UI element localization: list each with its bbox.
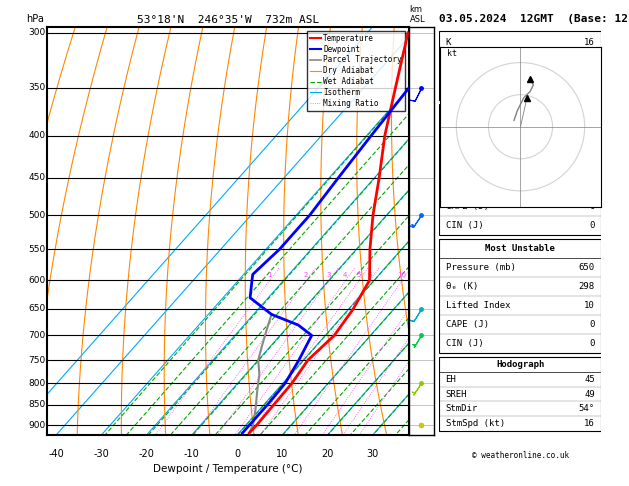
Text: EH: EH [445,375,456,384]
Bar [439,357,601,431]
Text: 800: 800 [28,379,45,388]
Text: © weatheronline.co.uk: © weatheronline.co.uk [472,451,569,460]
Text: 600: 600 [28,276,45,285]
Text: StmSpd (kt): StmSpd (kt) [445,419,504,428]
Text: Temp (°C): Temp (°C) [445,128,494,137]
Text: 298: 298 [579,282,595,291]
Text: Totals Totals: Totals Totals [445,61,515,70]
Text: -10: -10 [184,449,200,459]
Text: 16: 16 [584,419,595,428]
Text: 54°: 54° [579,404,595,413]
Text: Pressure (mb): Pressure (mb) [445,263,515,272]
Bar [439,31,601,100]
Text: -4: -4 [411,293,420,302]
Text: 6: 6 [367,272,372,278]
Text: 450: 450 [28,173,45,182]
Text: Lifted Index: Lifted Index [445,184,510,193]
Text: PW (cm): PW (cm) [445,84,483,93]
Text: 5: 5 [357,272,361,278]
Text: -1: -1 [411,429,420,437]
Text: Surface: Surface [501,109,539,118]
Text: 0.8: 0.8 [579,146,595,156]
Text: Dewp (°C): Dewp (°C) [445,146,494,156]
Text: -5: -5 [411,238,420,247]
Text: Mixing Ratio (g/kg): Mixing Ratio (g/kg) [445,188,454,274]
Text: 49: 49 [584,390,595,399]
Text: -40: -40 [48,449,64,459]
Text: Hodograph: Hodograph [496,360,544,369]
Text: 0: 0 [589,339,595,348]
Text: Most Unstable: Most Unstable [485,244,555,253]
Text: 350: 350 [28,83,45,92]
Text: 16: 16 [584,38,595,47]
Text: -3: -3 [411,348,420,357]
Text: 2: 2 [304,272,308,278]
Text: 400: 400 [28,131,45,140]
Text: 900: 900 [28,421,45,430]
Text: 850: 850 [28,400,45,409]
Text: -7: -7 [411,129,420,138]
Legend: Temperature, Dewpoint, Parcel Trajectory, Dry Adiabat, Wet Adiabat, Isotherm, Mi: Temperature, Dewpoint, Parcel Trajectory… [306,31,405,111]
Text: 0: 0 [234,449,240,459]
Text: 10: 10 [398,272,406,278]
Text: CIN (J): CIN (J) [445,339,483,348]
Text: 03.05.2024  12GMT  (Base: 12): 03.05.2024 12GMT (Base: 12) [439,14,629,24]
Text: 45: 45 [584,375,595,384]
Text: 10: 10 [276,449,288,459]
Text: -20: -20 [139,449,155,459]
Title: 53°18'N  246°35'W  732m ASL: 53°18'N 246°35'W 732m ASL [137,15,319,25]
Text: 650: 650 [28,304,45,313]
Text: 3: 3 [326,272,331,278]
Text: CAPE (J): CAPE (J) [445,320,489,329]
Text: 4: 4 [343,272,348,278]
Text: 300: 300 [28,28,45,37]
Text: 0.73: 0.73 [573,84,595,93]
Text: 0: 0 [589,203,595,211]
Bar [439,239,601,353]
Text: km
ASL: km ASL [409,5,425,24]
Text: -8: -8 [411,28,420,37]
Text: 550: 550 [28,245,45,254]
Text: 650: 650 [579,263,595,272]
Text: 10: 10 [584,184,595,193]
Text: 10: 10 [584,301,595,310]
Text: 0: 0 [589,320,595,329]
Text: StmDir: StmDir [445,404,478,413]
Text: hPa: hPa [26,14,44,24]
Text: CIN (J): CIN (J) [445,221,483,230]
Text: 1: 1 [267,272,272,278]
Text: 2.4: 2.4 [579,128,595,137]
Text: 500: 500 [28,211,45,220]
Text: kt: kt [447,49,457,58]
Text: CAPE (J): CAPE (J) [445,203,489,211]
Text: Dewpoint / Temperature (°C): Dewpoint / Temperature (°C) [153,464,303,473]
Text: 700: 700 [28,331,45,340]
Text: -1LCL: -1LCL [411,429,436,437]
Text: -30: -30 [94,449,109,459]
Text: -2: -2 [411,402,420,411]
Text: 46: 46 [584,61,595,70]
Text: 0: 0 [589,221,595,230]
Text: 30: 30 [367,449,379,459]
Text: θₑ(K): θₑ(K) [445,165,472,174]
Text: θₑ (K): θₑ (K) [445,282,478,291]
Bar [439,104,601,235]
Text: K: K [445,38,451,47]
Text: SREH: SREH [445,390,467,399]
Text: -6: -6 [411,185,420,194]
Text: 293: 293 [579,165,595,174]
Text: 750: 750 [28,356,45,364]
Text: Lifted Index: Lifted Index [445,301,510,310]
Text: 20: 20 [321,449,333,459]
